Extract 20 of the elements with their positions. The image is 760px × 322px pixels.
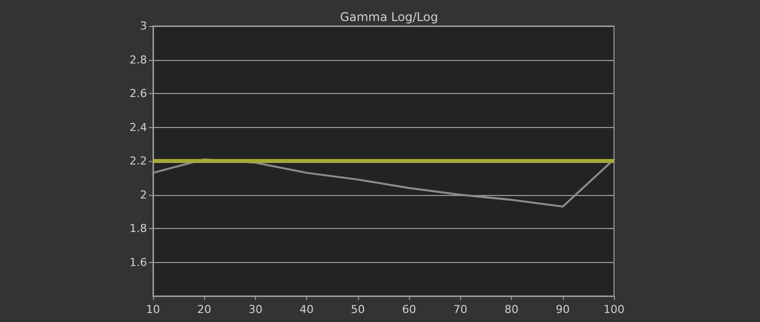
line-series <box>152 158 615 208</box>
y-tick-label: 1.8 <box>130 222 147 235</box>
x-tick-label: 10 <box>146 303 160 316</box>
x-tick-label: 30 <box>248 303 262 316</box>
x-tick-label: 50 <box>350 303 365 316</box>
y-tick-label: 1.6 <box>130 256 147 269</box>
y-tick-label: 2.4 <box>130 120 147 134</box>
x-tick-label: 100 <box>604 303 624 316</box>
y-tick-label: 2 <box>140 188 147 202</box>
y-tick-label: 3 <box>140 20 147 32</box>
y-tick-label: 2.2 <box>130 154 147 168</box>
x-tick-label: 60 <box>402 303 416 316</box>
x-tick-label: 80 <box>504 303 519 316</box>
x-tick-label: 90 <box>556 303 570 316</box>
x-tick-label: 40 <box>300 303 314 316</box>
x-tick-label: 20 <box>197 303 212 316</box>
y-tick-label: 2.6 <box>130 87 147 100</box>
x-tick-label: 70 <box>453 303 468 316</box>
y-tick-label: 2.8 <box>130 53 147 66</box>
chart-title: Gamma Log/Log <box>340 10 438 24</box>
